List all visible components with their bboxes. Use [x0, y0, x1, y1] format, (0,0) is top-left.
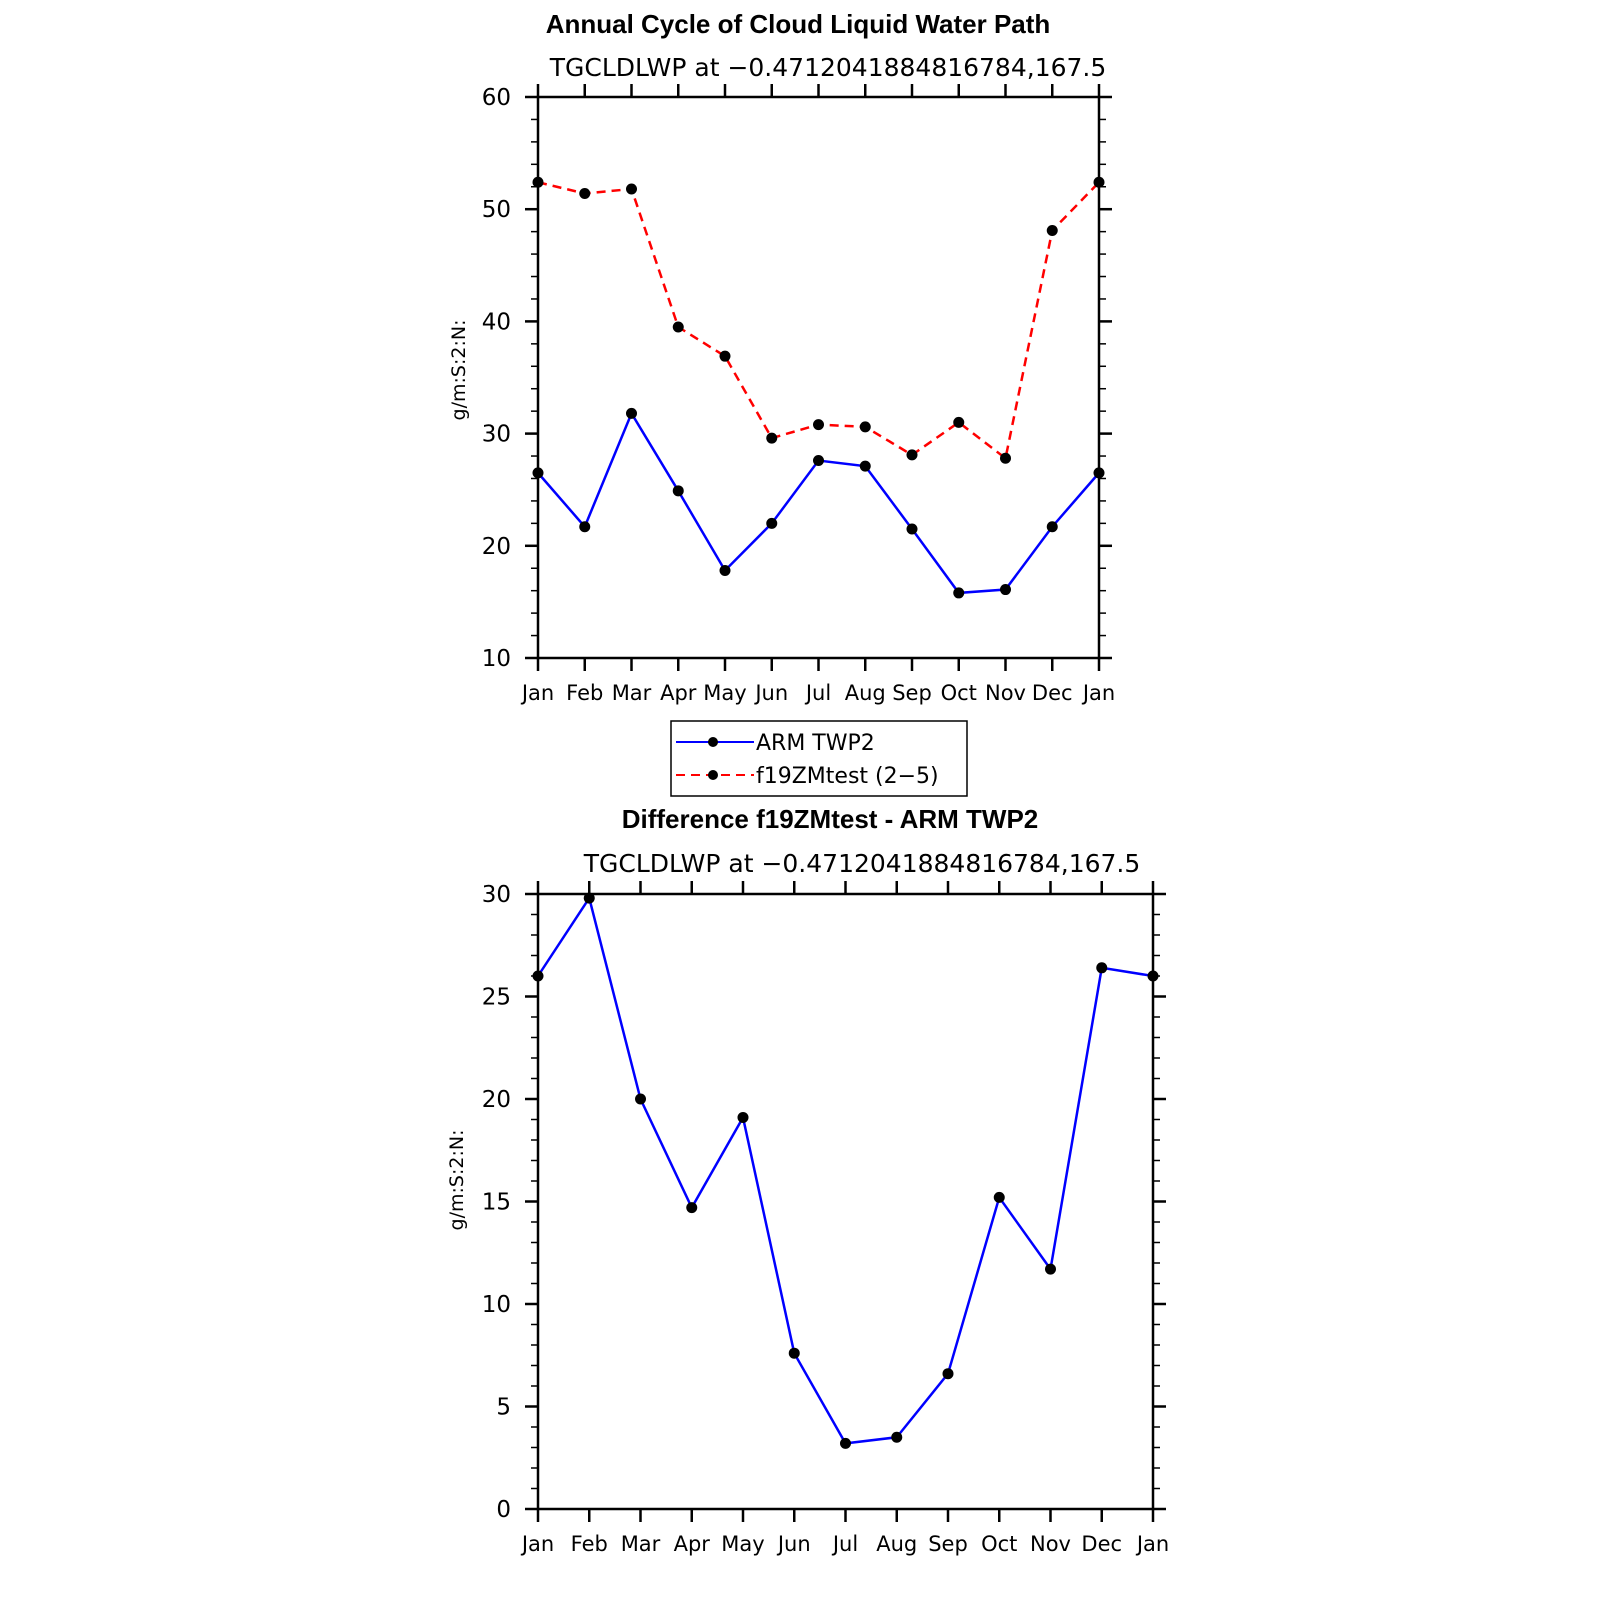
chart1-xtick-label: Jun	[753, 681, 788, 705]
chart1-series-1-point	[1046, 225, 1058, 237]
chart1-series-1-point	[626, 183, 637, 195]
chart1-xtick-label: Feb	[566, 681, 603, 705]
chart2-series-0-point	[1147, 970, 1159, 982]
chart1-series-1-point	[813, 419, 824, 431]
chart1-series-1-point	[532, 176, 544, 188]
chart2-xtick-label: Dec	[1081, 1532, 1122, 1556]
chart2-ytick-label: 15	[482, 1190, 511, 1216]
chart1-series-1-point	[719, 350, 731, 362]
chart1-legend: ARM TWP2 f19ZMtest (2−5)	[670, 720, 968, 797]
chart1-series-0-point	[766, 517, 778, 529]
chart2-ytick-label: 0	[496, 1497, 511, 1523]
chart1-ylabel: g/m:S:2:N:	[448, 320, 470, 421]
chart1-series-0-point	[1046, 521, 1058, 533]
chart1-ytick-label: 50	[482, 197, 511, 223]
chart1-series-0-point	[672, 485, 684, 497]
legend-marker-arm-twp2	[708, 737, 718, 747]
chart1-subtitle: TGCLDLWP at −0.4712041884816784,167.5	[549, 53, 1107, 82]
chart1-ytick-label: 10	[482, 646, 511, 672]
chart1-series-1-point	[579, 187, 591, 199]
chart1-series-0-point	[813, 455, 824, 467]
chart2-xtick-label: Apr	[674, 1532, 711, 1556]
chart2-xtick-label: Oct	[981, 1532, 1017, 1556]
chart2-xtick-label: Jun	[776, 1532, 811, 1556]
chart1-ytick-label: 30	[482, 422, 511, 448]
chart2-series-0-point	[788, 1347, 800, 1359]
chart1-plot-area: Jan Feb Mar Apr May Jun Jul Aug Sep Oct Nov Dec Jan 1…	[482, 84, 1115, 705]
chart1-ytick-label: 60	[482, 85, 511, 111]
chart1-series-0-point	[579, 521, 591, 533]
chart2-series-0-point	[942, 1368, 954, 1380]
chart2-series-0-point	[583, 892, 595, 904]
chart2-series-0-point	[1045, 1263, 1056, 1275]
chart1-ytick-label: 40	[482, 309, 511, 335]
chart2-series-line	[536, 895, 1154, 1445]
chart2-series-0-point	[635, 1093, 646, 1105]
chart2-series-0-point	[1096, 962, 1108, 974]
chart1-xtick-label: Jan	[1081, 681, 1115, 705]
chart2-xtick-label: Jul	[831, 1532, 858, 1556]
chart1-series-1-point	[859, 421, 871, 433]
chart1-xtick-label: Dec	[1032, 681, 1073, 705]
chart2-series-0-point	[891, 1431, 903, 1443]
chart2-series-0-point	[840, 1437, 851, 1449]
chart1-series-0-point	[906, 523, 918, 535]
chart1-xtick-label: Jan	[520, 681, 554, 705]
chart1-series-0-point	[953, 587, 965, 599]
chart2-xtick-label: Jan	[520, 1532, 554, 1556]
chart1-title: Annual Cycle of Cloud Liquid Water Path	[546, 9, 1051, 39]
chart1-xtick-label: May	[703, 681, 746, 705]
chart1-frame	[536, 95, 1101, 660]
chart1-series-1-point	[1000, 452, 1011, 464]
chart2-xtick-label: Mar	[621, 1532, 661, 1556]
chart1-ytick-label: 20	[482, 534, 511, 560]
chart2-xtick-label: Sep	[928, 1532, 968, 1556]
chart1-xtick-label: Aug	[845, 681, 886, 705]
chart2-ylabel: g/m:S:2:N:	[446, 1130, 468, 1231]
chart2-xtick-label: Jan	[1135, 1532, 1169, 1556]
chart2-plot-area: Jan Feb Mar Apr May Jun Jul Aug Sep Oct Nov Dec Jan 0…	[482, 881, 1169, 1556]
chart2-ytick-label: 25	[482, 985, 511, 1011]
chart1-xtick-label: Nov	[985, 681, 1026, 705]
chart1-xtick-label: Oct	[941, 681, 977, 705]
chart2-subtitle: TGCLDLWP at −0.4712041884816784,167.5	[583, 849, 1141, 878]
chart1-series-0-point	[1000, 584, 1011, 596]
chart2-series-0-point	[737, 1111, 749, 1123]
chart1-series-1-point	[906, 449, 918, 461]
chart2-title: Difference f19ZMtest - ARM TWP2	[622, 804, 1039, 834]
chart1-series-0-point	[1093, 467, 1105, 479]
chart2-xtick-label: Aug	[876, 1532, 917, 1556]
chart2-ytick-label: 5	[496, 1395, 511, 1421]
legend-label-f19zmtest: f19ZMtest (2−5)	[756, 764, 939, 789]
chart1-xtick-label: Sep	[892, 681, 932, 705]
chart2-ytick-label: 20	[482, 1087, 511, 1113]
legend-label-arm-twp2: ARM TWP2	[756, 731, 875, 756]
chart1-xtick-label: Jul	[804, 681, 831, 705]
chart1-series-1-point	[672, 321, 684, 333]
chart1-series-line	[537, 181, 1100, 461]
chart1-series-1-point	[766, 432, 778, 444]
legend-marker-f19zmtest	[708, 770, 718, 780]
chart1-series-0-point	[719, 564, 731, 576]
chart2-series-0-point	[532, 970, 544, 982]
chart2-xtick-label: Feb	[571, 1532, 608, 1556]
chart2-series-0-point	[993, 1191, 1005, 1203]
chart2-series-0-point	[686, 1202, 698, 1214]
chart1-series-0-point	[859, 460, 871, 472]
chart1-series-1-point	[953, 416, 965, 428]
legend-box	[670, 720, 968, 797]
chart1-series-1-point	[1093, 176, 1105, 188]
chart1-series-0-point	[626, 407, 637, 419]
chart1-series-0-point	[532, 467, 544, 479]
chart1-xtick-label: Apr	[660, 681, 697, 705]
chart1-xtick-label: Mar	[612, 681, 652, 705]
difference-chart: Difference f19ZMtest - ARM TWP2 TGCLDLWP…	[446, 804, 1169, 1556]
chart2-ytick-label: 10	[482, 1292, 511, 1318]
annual-cycle-chart: Annual Cycle of Cloud Liquid Water Path …	[448, 9, 1115, 797]
chart2-ytick-label: 30	[482, 882, 511, 908]
chart2-xtick-label: May	[721, 1532, 764, 1556]
chart2-xtick-label: Nov	[1030, 1532, 1071, 1556]
chart1-series-line	[537, 410, 1100, 595]
